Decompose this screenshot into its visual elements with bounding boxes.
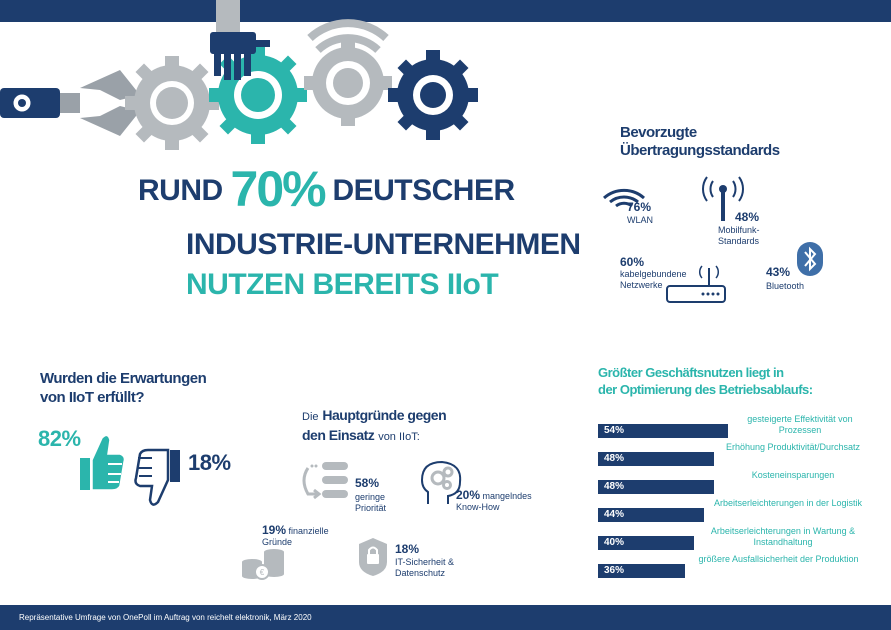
standards-title: Bevorzugte Übertragungsstandards (620, 124, 780, 159)
expectations-no-pct: 18% (188, 450, 231, 475)
gear-teal-icon (209, 46, 307, 144)
priority-list-icon (302, 462, 348, 500)
bar-row: 40% Arbeitserleichterungen in Wartung & I… (598, 524, 870, 552)
benefits-title: Größter Geschäftsnutzen liegt in der Opt… (598, 364, 813, 398)
robot-hand-icon (210, 0, 270, 80)
robot-gears-illustration (0, 0, 478, 150)
headline-line1: RUND 70% DEUTSCHER (138, 160, 515, 218)
bar: 54% (598, 424, 728, 438)
reason-item-finance: 19% finanzielle Gründe (262, 523, 334, 548)
reasons-title-post: von IIoT: (378, 431, 420, 443)
coins-icon: € (242, 549, 284, 580)
footer-source-text: Repräsentative Umfrage von OnePoll im Au… (19, 613, 312, 622)
lock-icon (359, 538, 387, 576)
thumbs-down-icon (134, 448, 180, 506)
benefits-title-line1: Größter Geschäftsnutzen liegt in (598, 365, 784, 380)
wifi-icon (603, 188, 645, 208)
bar-row: 36% größere Ausfallsicherheit der Produkt… (598, 552, 870, 580)
bar: 48% (598, 480, 714, 494)
bar: 40% (598, 536, 694, 550)
headline-post: DEUTSCHER (332, 174, 515, 207)
standard-label-wired: kabelgebundene Netzwerke (620, 269, 687, 290)
gear-grey-signal-icon (304, 19, 392, 126)
bar-value-label: 40% (604, 537, 625, 548)
bar: 48% (598, 452, 714, 466)
expectations-yes-pct: 82% (38, 426, 81, 451)
reason-pct-security: 18% (395, 542, 420, 556)
bar-value-label: 54% (604, 425, 625, 436)
bar-row: 48% Kosteneinsparungen (598, 468, 870, 496)
standard-pct-wired: 60% (620, 255, 645, 269)
reason-item-knowhow: 20% mangelndes Know-How (456, 488, 536, 513)
benefits-bar-chart: 54% gesteigerte Effektivität von Prozesse… (598, 412, 870, 582)
footer-bar: Repräsentative Umfrage von OnePoll im Au… (0, 605, 891, 630)
reason-label-knowhow: mangelndes Know-How (456, 491, 532, 512)
headline-big-percent: 70% (230, 161, 327, 217)
bluetooth-icon (797, 242, 823, 276)
robot-arm-icon (0, 70, 140, 136)
bar-category-label: Erhöhung Produktivität/Durchsatz (725, 442, 861, 452)
head-gears-icon (420, 460, 462, 504)
headline-line3: NUTZEN BEREITS IIoT (186, 268, 499, 301)
headline-pre: RUND (138, 174, 223, 207)
standard-pct-mobile: 48% (735, 210, 760, 224)
bar: 36% (598, 564, 685, 578)
bar-row: 54% gesteigerte Effektivität von Prozesse… (598, 412, 870, 440)
expectations-title-line1: Wurden die Erwartungen (40, 370, 207, 387)
bar-value-label: 44% (604, 509, 625, 520)
bar-row: 44% Arbeitserleichterungen in der Logisti… (598, 496, 870, 524)
reason-label-priority: geringe Priorität (355, 492, 387, 513)
cell-tower-icon (702, 176, 744, 221)
reasons-title-bold1: Hauptgründe gegen (322, 407, 447, 423)
bar-value-label: 48% (604, 453, 625, 464)
bar-category-label: Kosteneinsparungen (751, 470, 835, 480)
reasons-title-pre: Die (302, 411, 319, 423)
thumbs-up-icon (80, 434, 126, 491)
bar-value-label: 36% (604, 565, 625, 576)
standard-label-mobile: Mobilfunk-Standards (718, 225, 760, 246)
reason-pct-priority: 58% (355, 476, 380, 490)
standard-label-wlan: WLAN (627, 215, 654, 225)
reason-pct-finance: 19% (262, 523, 287, 537)
bar-row: 48% Erhöhung Produktivität/Durchsatz (598, 440, 870, 468)
standard-pct-wlan: 76% (627, 200, 652, 214)
gear-navy-icon (388, 50, 478, 140)
bar-category-label: Arbeitserleichterungen in der Logistik (713, 498, 863, 508)
svg-text:€: € (260, 568, 265, 577)
standard-pct-bluetooth: 43% (766, 265, 791, 279)
router-icon (666, 265, 726, 303)
bar-category-label: Arbeitserleichterungen in Wartung & Inst… (710, 526, 856, 547)
reason-label-security: IT-Sicherheit & Datenschutz (395, 557, 455, 578)
reasons-title-bold2: den Einsatz (302, 427, 375, 443)
headline-line2: INDUSTRIE-UNTERNEHMEN (186, 228, 581, 261)
standard-label-bluetooth: Bluetooth (766, 281, 805, 291)
reason-pct-knowhow: 20% (456, 488, 481, 502)
bar-category-label: gesteigerte Effektivität von Prozessen (747, 414, 853, 435)
reason-label-finance: finanzielle Gründe (262, 526, 329, 547)
reasons-title: Die Hauptgründe gegen den Einsatz von II… (302, 406, 447, 446)
bar-category-label: größere Ausfallsicherheit der Produktion (698, 554, 859, 564)
expectations-title-line2: von IIoT erfüllt? (40, 389, 145, 406)
bar-value-label: 48% (604, 481, 625, 492)
bar: 44% (598, 508, 704, 522)
benefits-title-line2: der Optimierung des Betriebsablaufs: (598, 382, 813, 397)
gear-grey-icon (125, 56, 219, 150)
